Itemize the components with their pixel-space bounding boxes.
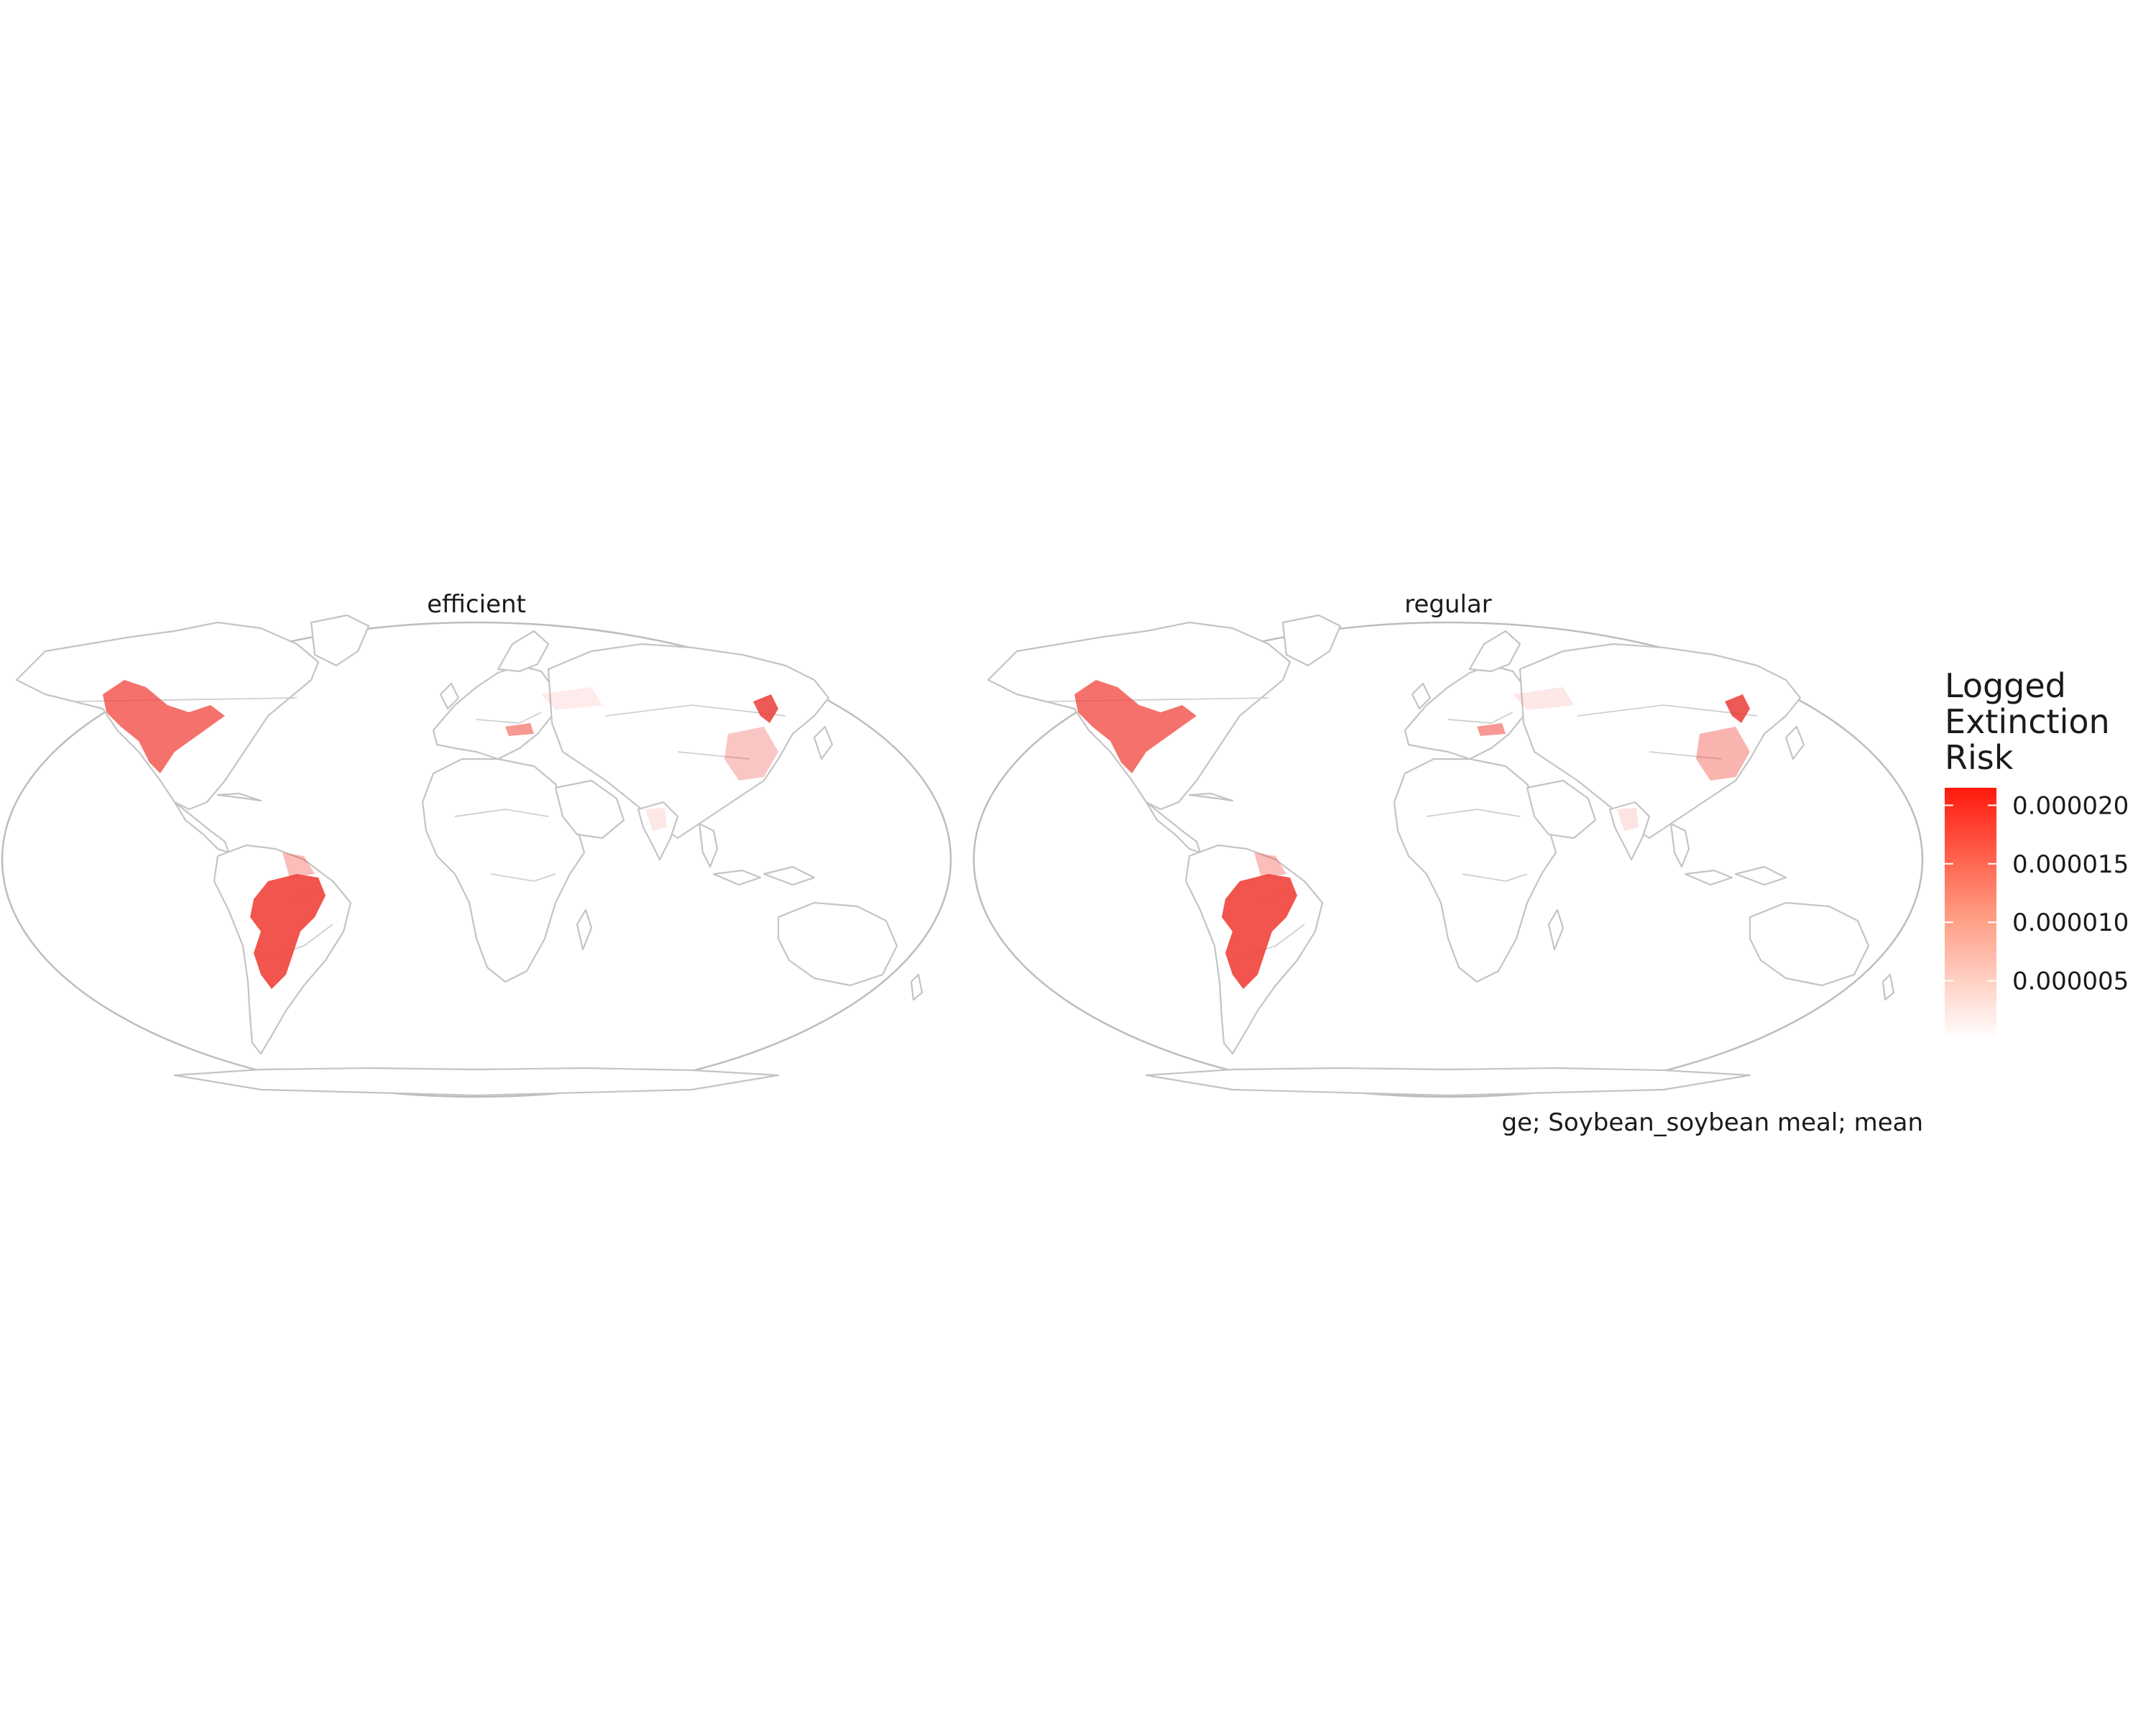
- legend-title-line-1: Logged: [1945, 666, 2066, 705]
- panel-efficient: efficient: [1, 590, 952, 1098]
- hotspot-ne-china: [1725, 694, 1750, 723]
- hotspot-us-midwest: [1074, 680, 1197, 773]
- legend-ticks: 0.000020 0.000015 0.000010 0.000005: [1945, 791, 2129, 996]
- legend-tick-label: 0.000020: [2012, 791, 2129, 820]
- legend-title-line-3: Risk: [1945, 738, 2014, 777]
- legend-tick-label: 0.000010: [2012, 908, 2129, 937]
- hotspot-south-america: [1222, 874, 1297, 989]
- hotspot-india: [645, 808, 667, 831]
- figure-caption: ge; Soybean_soybean meal; mean: [1502, 1108, 1923, 1137]
- hotspot-ne-china: [753, 694, 778, 723]
- hotspot-danube: [1477, 723, 1506, 736]
- legend: Logged Extinction Risk 0.0000200.0000150…: [1945, 666, 2129, 1039]
- hotspot-east-china: [1696, 727, 1750, 781]
- hotspot-south-america-scatter: [1254, 852, 1286, 878]
- hotspot-russia: [541, 687, 602, 710]
- hotspot-layer: [103, 680, 778, 989]
- panel-title-efficient: efficient: [427, 590, 526, 619]
- panel-title-regular: regular: [1404, 590, 1492, 619]
- hotspot-danube: [505, 723, 534, 736]
- hotspot-south-america: [250, 874, 326, 989]
- hotspot-east-china: [724, 727, 778, 781]
- hotspot-layer: [1074, 680, 1750, 989]
- legend-tick-label: 0.000015: [2012, 850, 2129, 879]
- legend-title-line-2: Extinction: [1945, 702, 2110, 741]
- legend-tick-label: 0.000005: [2012, 967, 2129, 996]
- legend-colorbar: [1945, 788, 1996, 1039]
- panel-regular: regular: [972, 590, 1924, 1098]
- hotspot-russia: [1513, 687, 1574, 710]
- hotspot-us-midwest: [103, 680, 225, 773]
- hotspot-india: [1617, 808, 1639, 831]
- hotspot-south-america-scatter: [282, 852, 315, 878]
